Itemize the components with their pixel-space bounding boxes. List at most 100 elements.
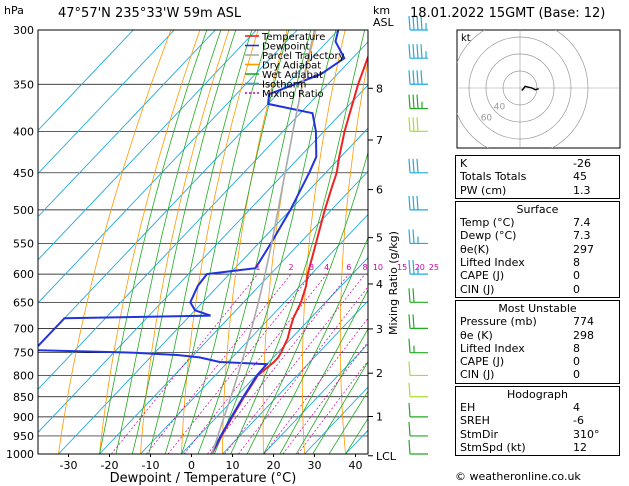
hodograph-trace bbox=[521, 85, 539, 91]
wind-barb-flag bbox=[408, 314, 411, 329]
wind-barb-flag bbox=[412, 70, 415, 85]
index-value: 1.3 bbox=[573, 183, 591, 197]
wet-adiabat-line bbox=[131, 30, 237, 454]
height-tick-label: 6 bbox=[376, 184, 383, 197]
isotherm-line bbox=[38, 30, 216, 218]
pressure-tick-label: 350 bbox=[13, 78, 34, 91]
plot-traces bbox=[38, 30, 368, 454]
legend-label: Temperature bbox=[261, 32, 325, 43]
temperature-tick-label: -10 bbox=[142, 459, 160, 472]
isotherm-line bbox=[38, 30, 175, 175]
index-row: CAPE (J) 0 bbox=[460, 269, 615, 282]
hodograph-ring-label: 40 bbox=[494, 103, 506, 113]
index-label: Lifted Index bbox=[460, 256, 525, 270]
legend-label: Parcel Trajectory bbox=[262, 51, 345, 62]
height-unit-label-asl: ASL bbox=[373, 16, 395, 29]
section-title: Hodograph bbox=[507, 387, 568, 401]
wind-barb-flag bbox=[412, 260, 415, 275]
pressure-tick-label: 800 bbox=[13, 369, 34, 382]
wind-barb bbox=[408, 288, 428, 303]
pressure-unit-label: hPa bbox=[4, 4, 24, 17]
mixing-ratio-label: 3 bbox=[309, 263, 314, 272]
legend-label: Isotherm bbox=[262, 80, 306, 91]
mixing-ratio-line bbox=[238, 286, 368, 454]
index-label: SREH bbox=[460, 414, 490, 428]
wind-barb-flag bbox=[412, 288, 415, 303]
height-tick-label: 8 bbox=[376, 82, 383, 95]
wind-barb-flag bbox=[416, 94, 419, 109]
wet-adiabat-line bbox=[148, 30, 253, 454]
index-value: 310° bbox=[573, 427, 600, 441]
height-tick-label: 3 bbox=[376, 323, 383, 336]
pressure-tick-label: 550 bbox=[13, 237, 34, 250]
wind-barb-flag bbox=[420, 44, 423, 59]
isotherm-line bbox=[263, 343, 368, 454]
index-label: CIN (J) bbox=[460, 368, 495, 382]
wind-barb bbox=[408, 158, 428, 174]
index-row: Temp (°C) 7.4 bbox=[460, 216, 615, 229]
series-parcel-trajectory bbox=[211, 30, 316, 454]
mixing-ratio-line bbox=[183, 273, 327, 454]
wind-barb-flag bbox=[416, 158, 419, 173]
wind-barb bbox=[408, 439, 428, 455]
pressure-tick-label: 700 bbox=[13, 322, 34, 335]
dry-adiabat-line bbox=[140, 30, 230, 454]
wind-barb-flag bbox=[416, 117, 419, 132]
wind-barb-flag bbox=[408, 260, 411, 275]
wind-barb bbox=[408, 44, 428, 59]
wind-barb-flag bbox=[412, 195, 415, 210]
wind-barb-flag bbox=[408, 94, 411, 109]
legend-label: Mixing Ratio bbox=[262, 89, 324, 100]
plot-axes: 3003504004505005506006507007508008509009… bbox=[4, 4, 439, 486]
index-label: Pressure (mb) bbox=[460, 315, 537, 329]
index-row: Lifted Index 8 bbox=[460, 256, 615, 269]
pressure-tick-label: 900 bbox=[13, 411, 34, 424]
wind-barb-flag bbox=[420, 15, 423, 31]
pressure-tick-label: 400 bbox=[13, 125, 34, 138]
legend-label: Dewpoint bbox=[262, 42, 310, 53]
height-tick-label: 4 bbox=[376, 278, 383, 291]
height-tick-label: 5 bbox=[376, 232, 383, 245]
valid-time: 18.01.2022 15GMT (Base: 12) bbox=[410, 6, 606, 21]
index-value: 7.3 bbox=[573, 229, 591, 243]
mixing-ratio-label: 8 bbox=[362, 263, 367, 272]
dry-adiabat-line bbox=[413, 30, 433, 454]
wind-barb-flag bbox=[412, 117, 415, 132]
temperature-tick-label: 10 bbox=[226, 459, 240, 472]
wind-barb bbox=[408, 229, 428, 245]
wet-adiabat-line bbox=[246, 150, 368, 454]
index-row: θe(K) 297 bbox=[460, 243, 615, 256]
dry-adiabat-line bbox=[99, 30, 201, 454]
height-unit-label: km bbox=[373, 4, 390, 17]
wind-barbs bbox=[408, 15, 428, 455]
mixing-ratio-label: 1 bbox=[255, 263, 260, 272]
mixing-ratio-label: 15 bbox=[397, 263, 407, 272]
pressure-tick-label: 450 bbox=[13, 167, 34, 180]
index-row: CIN (J) 0 bbox=[460, 368, 615, 381]
legend-label: Dry Adiabat bbox=[262, 61, 321, 72]
mixing-ratio-line bbox=[224, 273, 366, 454]
index-value: 45 bbox=[573, 170, 587, 184]
wind-barb bbox=[408, 195, 428, 211]
index-label: CAPE (J) bbox=[460, 355, 505, 369]
height-tick-label: 1 bbox=[376, 411, 383, 424]
station-header: 47°57'N 235°33'W 59m ASL bbox=[58, 6, 242, 21]
index-row: CAPE (J) 0 bbox=[460, 355, 615, 368]
isotherm-line bbox=[38, 30, 134, 131]
index-row: Dewp (°C) 7.3 bbox=[460, 229, 615, 242]
temperature-tick-label: -20 bbox=[101, 459, 119, 472]
isotherm-line bbox=[140, 213, 368, 454]
isotherm-line bbox=[222, 300, 368, 454]
dry-adiabat-line bbox=[339, 58, 368, 454]
dry-adiabat-line bbox=[222, 30, 288, 454]
index-row: θe (K) 298 bbox=[460, 329, 615, 342]
mixing-ratio-line bbox=[146, 273, 292, 454]
wet-adiabat-line bbox=[213, 30, 337, 454]
index-row: SREH -6 bbox=[460, 414, 615, 427]
temperature-tick-label: 40 bbox=[349, 459, 363, 472]
legend-label: Wet Adiabat bbox=[262, 70, 323, 81]
index-row: StmDir 310° bbox=[460, 428, 615, 441]
